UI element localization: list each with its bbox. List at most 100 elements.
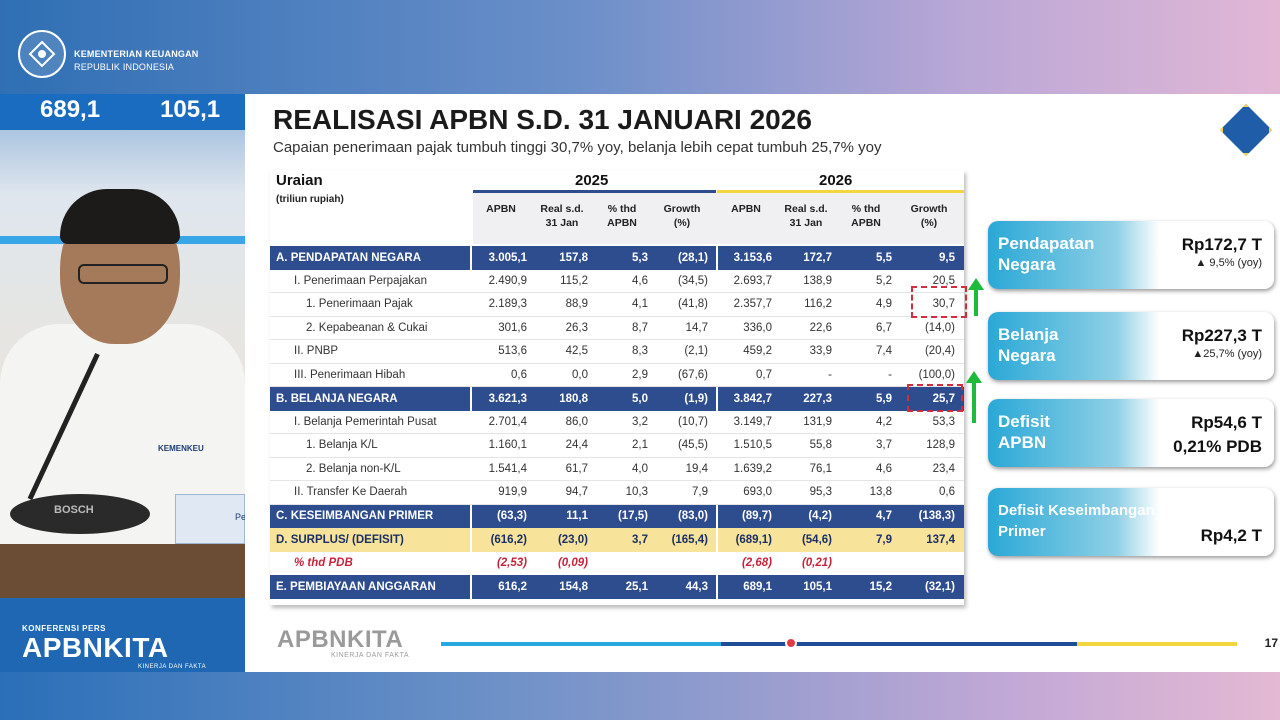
nameplate bbox=[175, 494, 245, 544]
cell-value: 115,2 bbox=[560, 274, 588, 287]
cell-value: 4,9 bbox=[876, 298, 892, 311]
slide-title: REALISASI APBN S.D. 31 JANUARI 2026 bbox=[273, 104, 812, 135]
cell-value: 128,9 bbox=[926, 439, 955, 452]
cell-value: 26,3 bbox=[565, 321, 588, 334]
card-value: Rp54,6 T bbox=[1191, 413, 1262, 432]
top-header: KEMENTERIAN KEUANGAN REPUBLIK INDONESIA bbox=[0, 0, 1280, 94]
table-row: III. Penerimaan Hibah 0,6 0,0 2,9 (67,6) 0,7 -… bbox=[270, 364, 964, 387]
cell-value: 33,9 bbox=[809, 345, 832, 358]
cell-value: 1.541,4 bbox=[488, 462, 527, 475]
cell-value: 76,1 bbox=[809, 462, 832, 475]
table-row: II. PNBP 513,6 42,5 8,3 (2,1) 459,2 33,9 7,4 (20… bbox=[270, 340, 964, 364]
column-separator bbox=[470, 387, 472, 411]
cell-value: 2.701,4 bbox=[488, 415, 527, 428]
year-2025-underline bbox=[473, 190, 716, 193]
cell-value: 2,1 bbox=[632, 439, 648, 452]
cell-value: 22,6 bbox=[809, 321, 832, 334]
row-label: D. SURPLUS/ (DEFISIT) bbox=[276, 533, 404, 546]
presentation-slide: REALISASI APBN S.D. 31 JANUARI 2026 Capa… bbox=[245, 94, 1280, 672]
cell-value: (10,7) bbox=[677, 415, 708, 428]
progress-fill bbox=[441, 642, 721, 646]
cell-value: 1.510,5 bbox=[733, 439, 772, 452]
cell-value: 4,6 bbox=[876, 462, 892, 475]
row-label: III. Penerimaan Hibah bbox=[294, 368, 406, 381]
cell-value: 4,7 bbox=[876, 510, 892, 523]
table-row: E. PEMBIAYAAN ANGGARAN 616,2 154,8 25,1 44,3… bbox=[270, 575, 964, 599]
event-label: KONFERENSI PERS bbox=[22, 624, 106, 633]
card-label: Pendapatan Negara bbox=[998, 234, 1095, 274]
column-separator bbox=[716, 387, 718, 411]
cell-value: 301,6 bbox=[498, 321, 527, 334]
cell-value: (89,7) bbox=[741, 510, 772, 523]
column-header: Growth (%) bbox=[910, 203, 948, 229]
cell-value: 5,9 bbox=[876, 392, 892, 405]
row-label: II. Transfer Ke Daerah bbox=[294, 486, 408, 499]
ticker-value: 105,1 bbox=[160, 96, 221, 123]
cell-value: 3.621,3 bbox=[488, 392, 527, 405]
table-row: 1. Belanja K/L 1.160,1 24,4 2,1 (45,5) 1.510,… bbox=[270, 434, 964, 458]
cell-value: (2,1) bbox=[684, 345, 708, 358]
row-label: 2. Kepabeanan & Cukai bbox=[306, 321, 428, 334]
card-label: Defisit Keseimbangan Primer bbox=[998, 502, 1155, 540]
row-label: B. BELANJA NEGARA bbox=[276, 392, 398, 405]
cell-value: 8,7 bbox=[632, 321, 648, 334]
cell-value: 5,0 bbox=[632, 392, 648, 405]
desk bbox=[0, 544, 245, 598]
cell-value: 95,3 bbox=[809, 486, 832, 499]
cell-value: 13,8 bbox=[869, 486, 892, 499]
progress-marker bbox=[785, 637, 798, 649]
cell-value: (17,5) bbox=[617, 510, 648, 523]
cell-value: 94,7 bbox=[565, 486, 588, 499]
org-subtitle: REPUBLIK INDONESIA bbox=[74, 62, 175, 72]
year-2026: 2026 bbox=[819, 172, 853, 189]
cell-value: 61,7 bbox=[565, 462, 588, 475]
cell-value: 138,9 bbox=[803, 274, 832, 287]
column-header: APBN bbox=[731, 203, 761, 215]
cell-value: 513,6 bbox=[498, 345, 527, 358]
table-row: I. Belanja Pemerintah Pusat 2.701,4 86,0 3,… bbox=[270, 411, 964, 434]
card-value: Rp227,3 T bbox=[1181, 326, 1262, 345]
cell-value: 44,3 bbox=[685, 580, 708, 593]
cell-value: 1.639,2 bbox=[733, 462, 772, 475]
cell-value: 2,9 bbox=[632, 368, 648, 381]
page-number: 17 bbox=[1264, 636, 1278, 650]
ticker-value: 689,1 bbox=[40, 96, 101, 123]
cell-value: 42,5 bbox=[565, 345, 588, 358]
row-label: I. Penerimaan Perpajakan bbox=[294, 274, 427, 287]
cell-value: 53,3 bbox=[932, 415, 955, 428]
event-logo-text: APBNKITA bbox=[22, 632, 169, 663]
cell-value: (4,2) bbox=[808, 510, 832, 523]
cell-value: 7,9 bbox=[692, 486, 708, 499]
cell-value: 1.160,1 bbox=[488, 439, 527, 452]
cell-value: 116,2 bbox=[804, 298, 832, 311]
cell-value: (138,3) bbox=[918, 510, 955, 523]
cell-value: (34,5) bbox=[677, 274, 708, 287]
cell-value: 10,3 bbox=[625, 486, 648, 499]
cell-value: 227,3 bbox=[803, 392, 832, 405]
cell-value: 3,2 bbox=[632, 415, 648, 428]
row-label: 1. Penerimaan Pajak bbox=[306, 298, 413, 311]
row-label: 1. Belanja K/L bbox=[306, 439, 378, 452]
cell-value: (23,0) bbox=[557, 533, 588, 546]
bottom-strip bbox=[0, 672, 1280, 720]
card-note: 0,21% PDB bbox=[1173, 437, 1262, 456]
cell-value: 3.005,1 bbox=[488, 251, 527, 264]
cell-value: 0,6 bbox=[511, 368, 527, 381]
mic-brand: BOSCH bbox=[54, 504, 94, 516]
cell-value: 154,8 bbox=[559, 580, 588, 593]
column-separator bbox=[716, 575, 718, 599]
cell-value: 180,8 bbox=[559, 392, 588, 405]
cell-value: 0,0 bbox=[572, 368, 588, 381]
cell-value: 4,1 bbox=[632, 298, 648, 311]
cell-value: 3.842,7 bbox=[733, 392, 772, 405]
slide-progress-bar bbox=[441, 637, 1237, 649]
table-row: II. Transfer Ke Daerah 919,9 94,7 10,3 7,9 69… bbox=[270, 481, 964, 505]
year-2026-underline bbox=[717, 190, 964, 193]
cell-value: 88,9 bbox=[565, 298, 588, 311]
cell-value: 14,7 bbox=[685, 321, 708, 334]
footer-logo-text: APBNKITA bbox=[277, 626, 404, 653]
column-header: Real s.d. 31 Jan bbox=[540, 203, 584, 229]
cell-value: 3,7 bbox=[632, 533, 648, 546]
ministry-emblem-icon bbox=[1220, 104, 1272, 156]
column-separator bbox=[716, 504, 718, 528]
